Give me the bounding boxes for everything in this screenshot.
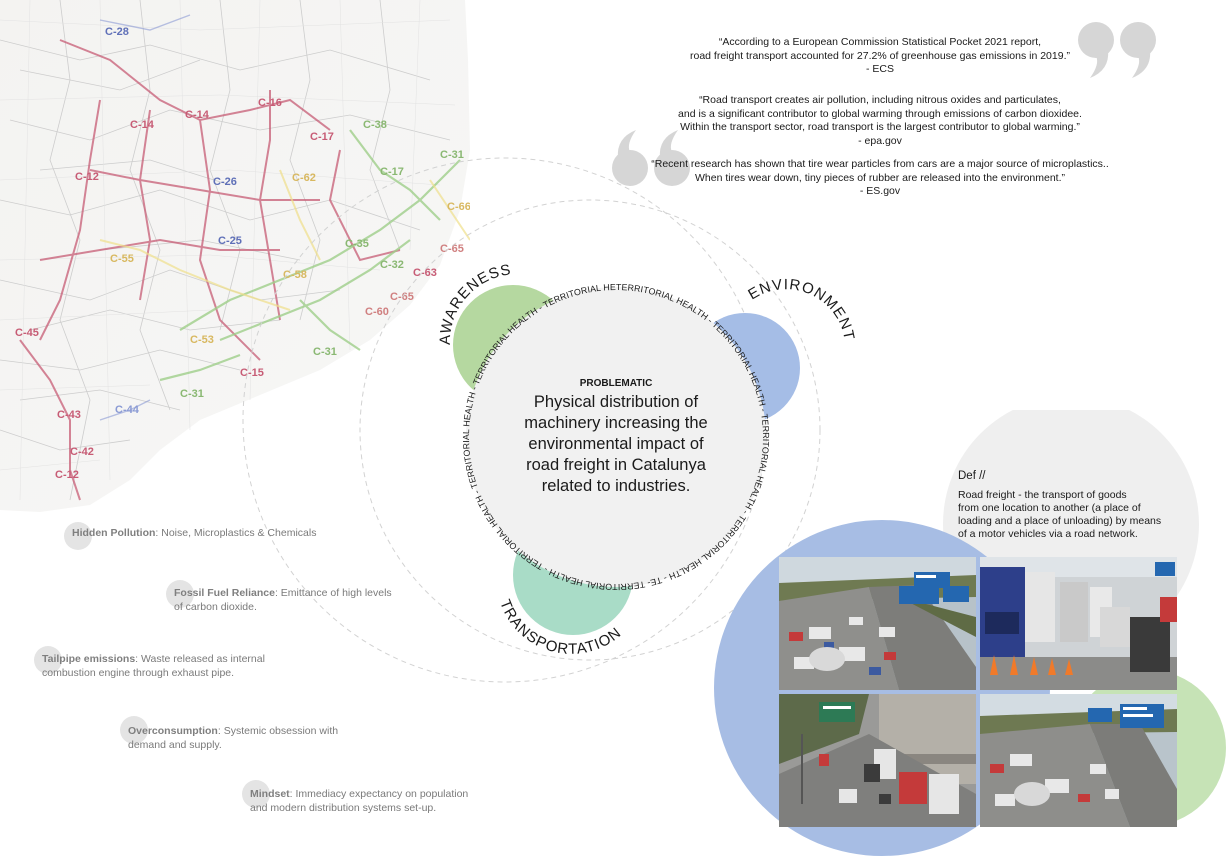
quote-line: “According to a European Commission Stat… xyxy=(718,36,1042,48)
problematic-line: road freight in Catalunya xyxy=(526,456,706,474)
quote-es: “Recent research has shown that tire wea… xyxy=(620,158,1140,199)
issue-overconsumption: Overconsumption: Systemic obsession with… xyxy=(120,716,338,752)
quote-source: - ES.gov xyxy=(859,185,901,197)
quote-line: “Recent research has shown that tire wea… xyxy=(651,158,1109,170)
quote-mark-icon xyxy=(612,130,690,186)
road-label: C-58 xyxy=(283,269,307,281)
quote-source: - epa.gov xyxy=(858,134,902,147)
road-label: C-17 xyxy=(310,131,334,143)
road-label: C-16 xyxy=(258,97,282,109)
outer-dashed-ring xyxy=(242,157,768,683)
truck-queue-photo xyxy=(980,557,1177,690)
issue-description: demand and supply. xyxy=(128,739,222,751)
road-label: C-15 xyxy=(240,367,264,379)
road-label: C-43 xyxy=(57,409,81,421)
issue-title: Mindset xyxy=(250,788,290,800)
issue-title: Tailpipe emissions xyxy=(42,653,136,665)
definition-line: of a motor vehicles via a road network. xyxy=(958,528,1138,540)
tunnel-trucks-photo xyxy=(779,694,976,827)
problematic-line: machinery increasing the xyxy=(524,414,708,432)
issue-hidden-pollution: Hidden Pollution: Noise, Microplastics &… xyxy=(64,522,317,550)
quote-line: road freight transport accounted for 27.… xyxy=(690,49,1070,62)
issue-description: : Immediacy expectancy on population xyxy=(289,788,469,800)
issue-title: Fossil Fuel Reliance xyxy=(174,587,275,599)
problematic-line: related to industries. xyxy=(541,477,691,495)
road-label: C-14 xyxy=(185,109,210,121)
road-freight-definition: Def // Road freight - the transport of g… xyxy=(958,470,1161,541)
quote-mark-icon xyxy=(1078,22,1156,78)
inner-dashed-ring xyxy=(359,199,821,661)
issue-title: Overconsumption xyxy=(128,725,218,737)
bullet-dot xyxy=(64,522,92,550)
quote-ecs: “According to a European Commission Stat… xyxy=(620,36,1140,77)
problematic-line: Physical distribution of xyxy=(533,393,699,411)
road-label: C-31 xyxy=(180,388,204,400)
definition-line: Road freight - the transport of goods xyxy=(958,489,1127,501)
quote-line: and is a significant contributor to glob… xyxy=(678,107,1082,120)
issue-description: : Emittance of high levels xyxy=(274,587,392,599)
road-label: C-31 xyxy=(440,149,464,161)
quote-line: When tires wear down, tiny pieces of rub… xyxy=(694,171,1066,184)
road-label: C-65 xyxy=(440,243,464,255)
road-label: C-55 xyxy=(110,253,134,265)
quote-source: - ECS xyxy=(865,63,894,75)
road-label: C-62 xyxy=(292,172,316,184)
road-label: C-66 xyxy=(447,201,470,213)
issue-title: Hidden Pollution xyxy=(72,527,156,539)
bullet-dot xyxy=(166,580,194,608)
problematic-statement: PROBLEMATIC Physical distribution of mac… xyxy=(501,378,731,497)
road-label: C-60 xyxy=(365,306,389,318)
issue-tailpipe-emissions: Tailpipe emissions: Waste released as in… xyxy=(34,646,265,680)
highway-traffic-photo xyxy=(779,557,976,690)
issue-description: of carbon dioxide. xyxy=(174,601,257,613)
road-label: C-14 xyxy=(130,119,155,131)
quote-line: “Road transport creates air pollution, i… xyxy=(699,94,1061,106)
bullet-dot xyxy=(242,780,270,808)
road-label: C-25 xyxy=(218,235,242,247)
road-label: C-63 xyxy=(413,267,437,279)
issue-description: and modern distribution systems set-up. xyxy=(250,802,437,814)
definition-line: loading and a place of unloading) by mea… xyxy=(958,515,1162,527)
problematic-line: environmental impact of xyxy=(528,435,704,453)
catalonia-road-map: C-28 C-14 C-14 C-16 C-17 C-38 C-12 C-26 … xyxy=(0,0,470,512)
road-label: C-42 xyxy=(70,446,94,458)
issue-description: combustion engine through exhaust pipe. xyxy=(42,667,235,679)
issue-description: : Waste released as internal xyxy=(135,653,265,665)
road-label: C-31 xyxy=(313,346,337,358)
issue-description: : Systemic obsession with xyxy=(217,725,339,737)
issue-fossil-fuel-reliance: Fossil Fuel Reliance: Emittance of high … xyxy=(166,580,392,614)
definition-line: from one location to another (a place of xyxy=(958,502,1141,514)
quote-line: Within the transport sector, road transp… xyxy=(680,121,1080,133)
highway-jam-photo xyxy=(980,694,1177,827)
road-label: C-45 xyxy=(15,327,39,339)
road-label: C-32 xyxy=(380,259,404,271)
core-circle xyxy=(466,287,766,587)
bullet-dot xyxy=(120,716,148,744)
definition-heading: Def // xyxy=(958,470,986,482)
road-label: C-28 xyxy=(105,26,129,38)
bullet-dot xyxy=(34,646,62,674)
road-label: C-12 xyxy=(55,469,79,481)
road-label: C-12 xyxy=(75,171,99,183)
road-label: C-38 xyxy=(363,119,387,131)
road-label: C-26 xyxy=(213,176,237,188)
issue-mindset: Mindset: Immediacy expectancy on populat… xyxy=(242,780,468,815)
quote-epa: “Road transport creates air pollution, i… xyxy=(620,94,1140,148)
road-label: C-17 xyxy=(380,166,404,178)
road-label: C-44 xyxy=(115,404,140,416)
road-label: C-35 xyxy=(345,238,369,250)
problematic-title: PROBLEMATIC xyxy=(579,378,653,389)
road-label: C-53 xyxy=(190,334,214,346)
issue-description: : Noise, Microplastics & Chemicals xyxy=(155,527,317,539)
road-label: C-65 xyxy=(390,291,414,303)
